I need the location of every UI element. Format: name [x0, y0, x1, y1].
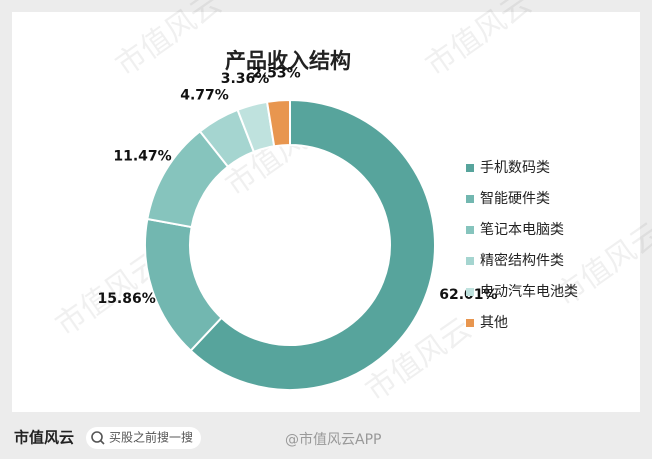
weibo-mark: @市值风云APP [285, 431, 381, 448]
chart-title: 产品收入结构 [225, 49, 351, 73]
legend-label: 其他 [480, 315, 508, 331]
search-icon [91, 431, 103, 443]
search-box[interactable] [86, 427, 201, 449]
value-label: 15.86% [97, 291, 155, 307]
legend-swatch [466, 226, 474, 234]
value-label: 4.77% [180, 88, 229, 104]
legend-swatch [466, 257, 474, 265]
legend-label: 手机数码类 [480, 160, 550, 176]
brand: 市值风云 [14, 429, 74, 447]
legend-swatch [466, 319, 474, 327]
legend-swatch [466, 195, 474, 203]
search-icon [99, 439, 105, 445]
legend-label: 精密结构件类 [480, 252, 564, 269]
legend-swatch [466, 164, 474, 172]
value-label: 3.36% [221, 71, 270, 87]
legend-swatch [466, 288, 474, 296]
legend-label: 笔记本电脑类 [480, 222, 564, 238]
value-label: 11.47% [113, 148, 171, 164]
legend-label: 智能硬件类 [480, 191, 550, 207]
slice [265, 98, 291, 148]
slice [189, 98, 436, 391]
legend-label: 电动汽车电池类 [480, 283, 578, 300]
search-text: 买股之前搜一搜 [109, 430, 193, 445]
value-label: 2.53% [252, 66, 301, 82]
